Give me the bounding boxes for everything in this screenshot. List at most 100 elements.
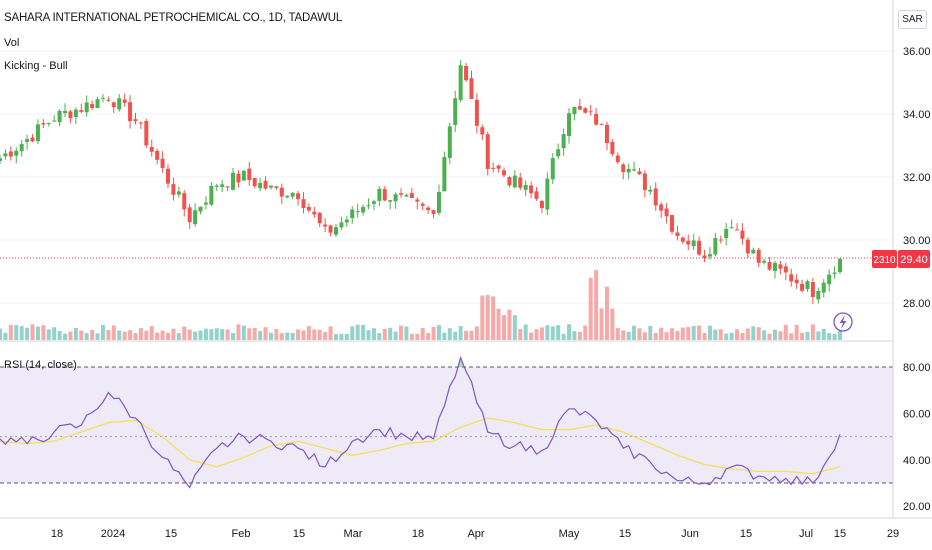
volume-bar bbox=[285, 332, 290, 340]
volume-bar bbox=[19, 326, 24, 340]
volume-bar bbox=[686, 327, 691, 340]
volume-bar bbox=[252, 327, 257, 340]
volume-bar bbox=[241, 325, 246, 340]
volume-bar bbox=[366, 330, 371, 340]
volume-bar bbox=[25, 327, 30, 340]
candle-body bbox=[772, 262, 777, 272]
volume-bar bbox=[30, 324, 35, 340]
volume-bar bbox=[751, 326, 756, 340]
volume-bar bbox=[816, 331, 821, 340]
candle-body bbox=[502, 170, 506, 176]
candle-body bbox=[231, 172, 236, 190]
volume-bar bbox=[691, 326, 696, 340]
candle-body bbox=[572, 106, 577, 115]
candle-body bbox=[426, 207, 431, 211]
rsi-indicator-label[interactable]: RSI (14, close) bbox=[4, 359, 77, 371]
candle-body bbox=[529, 185, 534, 194]
candle-body bbox=[247, 168, 252, 180]
time-tick-label: 15 bbox=[740, 528, 752, 540]
volume-bar bbox=[838, 327, 842, 340]
pattern-indicator-label[interactable]: Kicking - Bull bbox=[4, 60, 68, 72]
candle-body bbox=[25, 139, 30, 142]
time-tick-label: 15 bbox=[293, 528, 305, 540]
volume-bar bbox=[745, 328, 750, 340]
time-tick-label: 15 bbox=[165, 528, 177, 540]
candle-body bbox=[480, 127, 485, 135]
volume-bar bbox=[117, 330, 122, 340]
volume-bar bbox=[588, 277, 593, 340]
volume-bar bbox=[762, 330, 767, 340]
candle-body bbox=[306, 206, 311, 211]
volume-bar bbox=[187, 329, 192, 340]
candle-body bbox=[73, 109, 78, 118]
currency-button[interactable]: SAR bbox=[898, 10, 927, 29]
volume-bar bbox=[225, 329, 230, 340]
candle-body bbox=[827, 274, 832, 285]
volume-bar bbox=[529, 332, 534, 340]
price-pane bbox=[0, 50, 893, 340]
candle-body bbox=[458, 65, 463, 100]
volume-bar bbox=[0, 328, 2, 340]
volume-bar bbox=[111, 325, 116, 340]
volume-bar bbox=[84, 333, 89, 340]
candle-body bbox=[420, 203, 425, 206]
candle-body bbox=[583, 108, 588, 113]
volume-bar bbox=[166, 332, 170, 340]
volume-bar bbox=[431, 326, 436, 340]
chart-title[interactable]: SAHARA INTERNATIONAL PETROCHEMICAL CO., … bbox=[4, 12, 343, 24]
volume-bar bbox=[73, 328, 78, 340]
volume-bar bbox=[805, 332, 810, 340]
candle-body bbox=[767, 261, 772, 270]
volume-bar bbox=[133, 333, 138, 340]
candle-body bbox=[496, 165, 501, 169]
candle-body bbox=[653, 188, 658, 206]
volume-indicator-label[interactable]: Vol bbox=[4, 37, 20, 49]
volume-tag-text: 2310 bbox=[873, 255, 896, 266]
volume-bar bbox=[268, 332, 273, 340]
current-price-tag bbox=[898, 250, 930, 268]
candles bbox=[0, 59, 842, 305]
volume-bar bbox=[290, 332, 295, 340]
rsi-tick-label: 60.00 bbox=[903, 408, 931, 420]
candle-body bbox=[128, 102, 133, 122]
lightning-icon bbox=[839, 315, 847, 329]
candle-body bbox=[632, 169, 637, 171]
volume-bar bbox=[474, 326, 479, 340]
price-axis-ticks[interactable]: 36.00 34.00 32.00 30.00 28.00 bbox=[903, 46, 931, 310]
candle-body bbox=[431, 210, 436, 214]
volume-bar bbox=[458, 326, 463, 340]
candle-body bbox=[339, 222, 344, 228]
volume-bar bbox=[621, 330, 626, 340]
candle-body bbox=[198, 206, 203, 212]
volume-bar bbox=[128, 330, 133, 340]
candle-body bbox=[301, 199, 306, 209]
candle-body bbox=[203, 202, 208, 205]
lightning-badge[interactable] bbox=[833, 312, 853, 332]
candle-body bbox=[491, 167, 496, 169]
volume-bars bbox=[0, 270, 842, 340]
volume-bar bbox=[274, 329, 279, 340]
candle-body bbox=[111, 102, 116, 108]
volume-bar bbox=[203, 328, 208, 340]
volume-bar bbox=[480, 295, 485, 340]
candle-body bbox=[166, 168, 170, 184]
candle-body bbox=[550, 158, 555, 180]
volume-bar bbox=[350, 326, 355, 340]
candle-body bbox=[57, 110, 62, 123]
candle-body bbox=[382, 189, 387, 201]
volume-bar bbox=[800, 332, 805, 340]
time-axis-ticks[interactable]: 18 2024 15 Feb 15 Mar 18 Apr May 15 Jun 15 Jul 15 29 bbox=[51, 528, 899, 540]
candle-body bbox=[545, 178, 550, 210]
candle-body bbox=[290, 192, 295, 197]
volume-bar bbox=[193, 331, 198, 340]
candle-body bbox=[209, 185, 214, 205]
volume-bar bbox=[247, 328, 252, 340]
candle-body bbox=[447, 126, 452, 158]
volume-bar bbox=[577, 331, 582, 340]
volume-bar bbox=[642, 332, 647, 340]
candle-body bbox=[556, 149, 561, 157]
candle-body bbox=[334, 227, 338, 235]
candle-body bbox=[718, 239, 723, 241]
rsi-axis-ticks[interactable]: 80.00 60.00 40.00 20.00 bbox=[903, 362, 931, 513]
